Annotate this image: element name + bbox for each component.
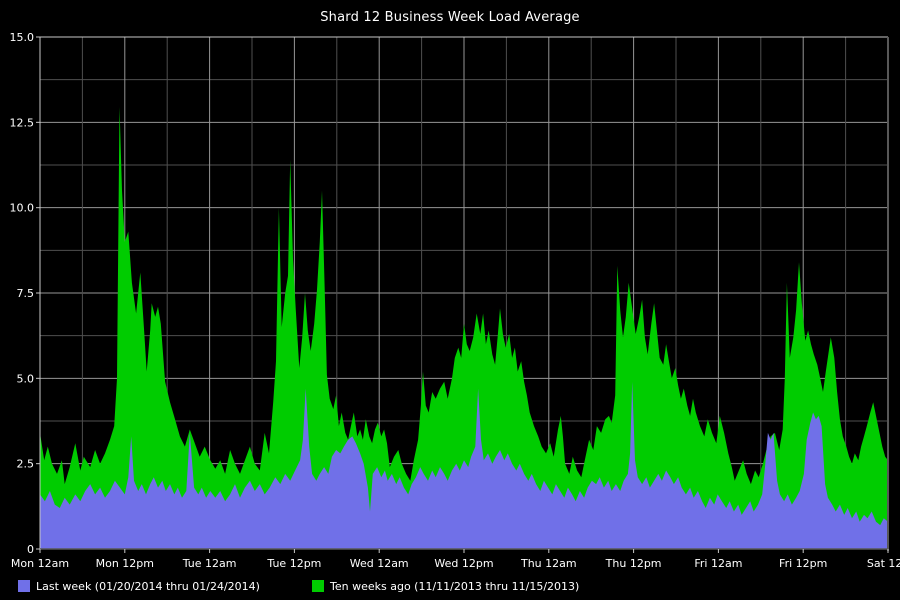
x-tick-label: Tue 12am (182, 557, 237, 570)
x-tick-label: Mon 12pm (96, 557, 154, 570)
x-tick-label: Fri 12pm (779, 557, 827, 570)
x-tick-label: Thu 12pm (605, 557, 662, 570)
y-tick-label: 2.5 (17, 458, 35, 471)
legend-label-last-week: Last week (01/20/2014 thru 01/24/2014) (36, 579, 260, 593)
x-tick-label: Wed 12pm (434, 557, 493, 570)
legend-label-ten-weeks-ago: Ten weeks ago (11/11/2013 thru 11/15/201… (330, 579, 580, 593)
legend-swatch-ten-weeks-ago (312, 580, 324, 592)
y-tick-label: 5.0 (17, 372, 35, 385)
series-area-ten-weeks-ago (40, 107, 888, 549)
x-tick-label: Sat 12a (867, 557, 900, 570)
series-area-last-week (40, 381, 888, 549)
x-tick-label: Wed 12am (350, 557, 409, 570)
legend-item-last-week: Last week (01/20/2014 thru 01/24/2014) (18, 579, 260, 593)
legend-item-ten-weeks-ago: Ten weeks ago (11/11/2013 thru 11/15/201… (312, 579, 579, 593)
legend-swatch-last-week (18, 580, 30, 592)
y-tick-label: 10.0 (10, 202, 35, 215)
x-tick-label: Thu 12am (520, 557, 577, 570)
chart-title: Shard 12 Business Week Load Average (320, 10, 580, 25)
y-tick-label: 7.5 (17, 287, 35, 300)
x-tick-label: Fri 12am (694, 557, 742, 570)
x-tick-label: Tue 12pm (266, 557, 321, 570)
y-tick-label: 12.5 (10, 116, 35, 129)
y-tick-label: 15.0 (10, 31, 35, 44)
y-tick-label: 0 (27, 543, 34, 556)
x-tick-label: Mon 12am (11, 557, 69, 570)
